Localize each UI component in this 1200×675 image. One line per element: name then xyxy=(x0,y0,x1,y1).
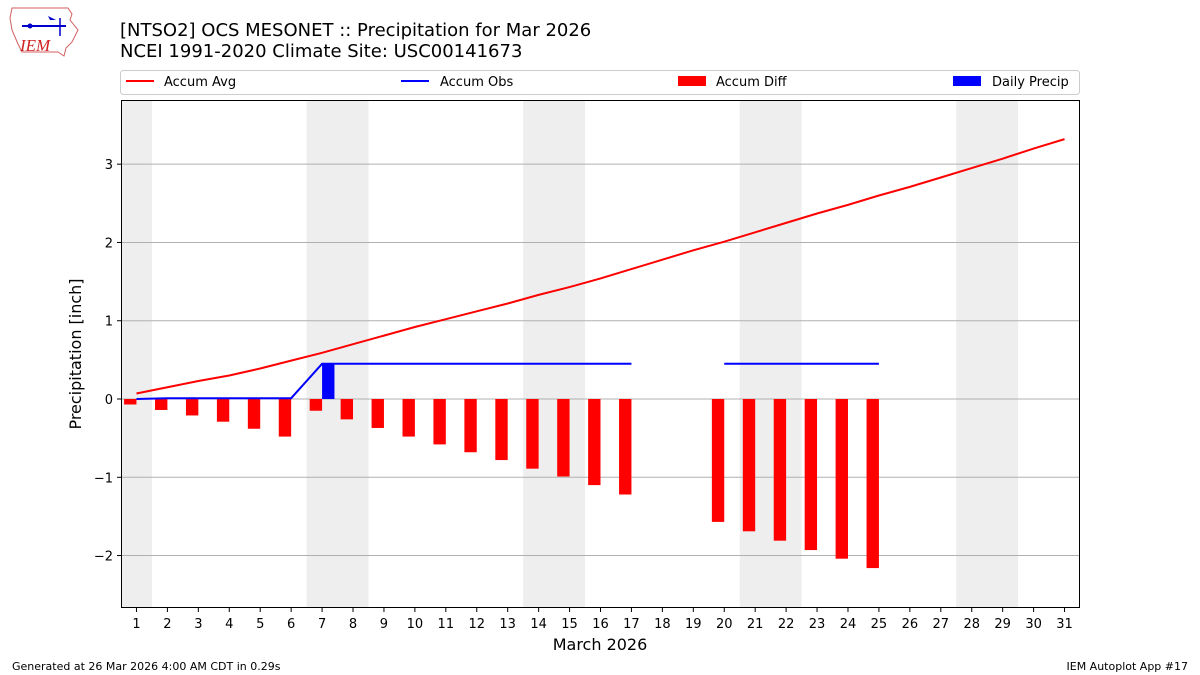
x-tick-label: 25 xyxy=(871,617,888,632)
accum-diff-bar xyxy=(464,399,477,453)
x-tick-label: 1 xyxy=(132,617,140,632)
daily-precip-bar xyxy=(322,363,335,400)
y-tick-label: −1 xyxy=(94,471,113,486)
x-tick-label: 7 xyxy=(318,617,326,632)
legend-label-accum-obs: Accum Obs xyxy=(440,75,513,90)
x-tick-label: 5 xyxy=(256,617,264,632)
iem-logo: IEM xyxy=(9,7,79,57)
accum-diff-bar xyxy=(866,399,879,569)
weekend-shading xyxy=(121,100,152,608)
weekend-shading xyxy=(523,100,586,608)
accum-diff-bar xyxy=(402,399,415,437)
x-tick-label: 14 xyxy=(530,617,547,632)
x-tick-label: 2 xyxy=(163,617,171,632)
legend-label-accum-avg: Accum Avg xyxy=(164,75,236,90)
accum-diff-bar xyxy=(185,399,199,416)
y-tick-label: 2 xyxy=(105,236,113,251)
x-tick-label: 13 xyxy=(499,617,516,632)
svg-text:IEM: IEM xyxy=(19,36,51,55)
x-tick-label: 10 xyxy=(407,617,424,632)
accum-diff-bar xyxy=(804,399,818,551)
x-tick-label: 27 xyxy=(933,617,950,632)
x-tick-label: 16 xyxy=(592,617,609,632)
legend-swatch-daily-precip xyxy=(953,76,981,86)
accum-diff-bar xyxy=(155,399,168,410)
accum-diff-bar xyxy=(835,399,848,559)
accum-diff-bar xyxy=(247,399,261,429)
x-tick-label: 19 xyxy=(685,617,702,632)
x-tick-label: 11 xyxy=(438,617,455,632)
accum-diff-bar xyxy=(526,399,539,469)
x-tick-label: 23 xyxy=(809,617,826,632)
x-tick-label: 8 xyxy=(349,617,357,632)
y-tick-label: −2 xyxy=(94,550,113,565)
accum-diff-bar xyxy=(433,399,446,445)
x-tick-label: 12 xyxy=(468,617,485,632)
x-tick-label: 20 xyxy=(716,617,733,632)
y-axis-label: Precipitation [inch] xyxy=(66,278,85,429)
accum-diff-bar xyxy=(216,399,230,422)
accum-diff-bar xyxy=(711,399,725,522)
legend-label-daily-precip: Daily Precip xyxy=(992,75,1069,90)
x-tick-label: 4 xyxy=(225,617,233,632)
accum-obs-line xyxy=(136,362,632,401)
legend-label-accum-diff: Accum Diff xyxy=(716,75,788,90)
x-tick-label: 21 xyxy=(747,617,764,632)
chart-subtitle: NCEI 1991-2020 Climate Site: USC00141673 xyxy=(120,41,522,62)
footer-app: IEM Autoplot App #17 xyxy=(1067,660,1189,673)
accum-diff-bar xyxy=(773,399,787,541)
y-tick-label: 1 xyxy=(105,315,113,330)
x-tick-label: 28 xyxy=(963,617,980,632)
weekend-shading xyxy=(739,100,802,608)
x-tick-label: 17 xyxy=(623,617,640,632)
accum-diff-bar xyxy=(124,399,137,405)
legend: Accum Avg Accum Obs Accum Diff Daily Pre… xyxy=(120,70,1080,95)
x-tick-label: 24 xyxy=(840,617,857,632)
accum-diff-bar xyxy=(340,399,354,420)
accum-diff-bar xyxy=(619,399,632,495)
weekend-shading xyxy=(956,100,1019,608)
accum-diff-bar xyxy=(742,399,756,532)
accum-diff-bar xyxy=(495,399,508,461)
y-tick-label: 0 xyxy=(105,393,113,408)
accum-diff-bar xyxy=(309,399,323,411)
accum-diff-bar xyxy=(588,399,601,486)
x-tick-label: 6 xyxy=(287,617,295,632)
x-tick-label: 9 xyxy=(380,617,388,632)
plot-frame xyxy=(121,100,1080,608)
x-tick-label: 22 xyxy=(778,617,795,632)
x-axis-label: March 2026 xyxy=(553,635,648,654)
x-tick-label: 26 xyxy=(902,617,919,632)
accum-avg-line xyxy=(136,138,1065,395)
legend-swatch-accum-diff xyxy=(678,76,706,86)
accum-diff-bar xyxy=(278,399,292,437)
accum-diff-bar xyxy=(371,399,384,428)
x-tick-label: 18 xyxy=(654,617,671,632)
x-tick-label: 30 xyxy=(1025,617,1042,632)
x-tick-label: 3 xyxy=(194,617,202,632)
x-tick-label: 31 xyxy=(1056,617,1073,632)
x-tick-label: 15 xyxy=(561,617,578,632)
x-tick-label: 29 xyxy=(994,617,1011,632)
y-tick-label: 3 xyxy=(105,158,113,173)
footer-generated: Generated at 26 Mar 2026 4:00 AM CDT in … xyxy=(12,660,281,673)
accum-diff-bar xyxy=(557,399,570,477)
chart-title: [NTSO2] OCS MESONET :: Precipitation for… xyxy=(120,20,591,41)
